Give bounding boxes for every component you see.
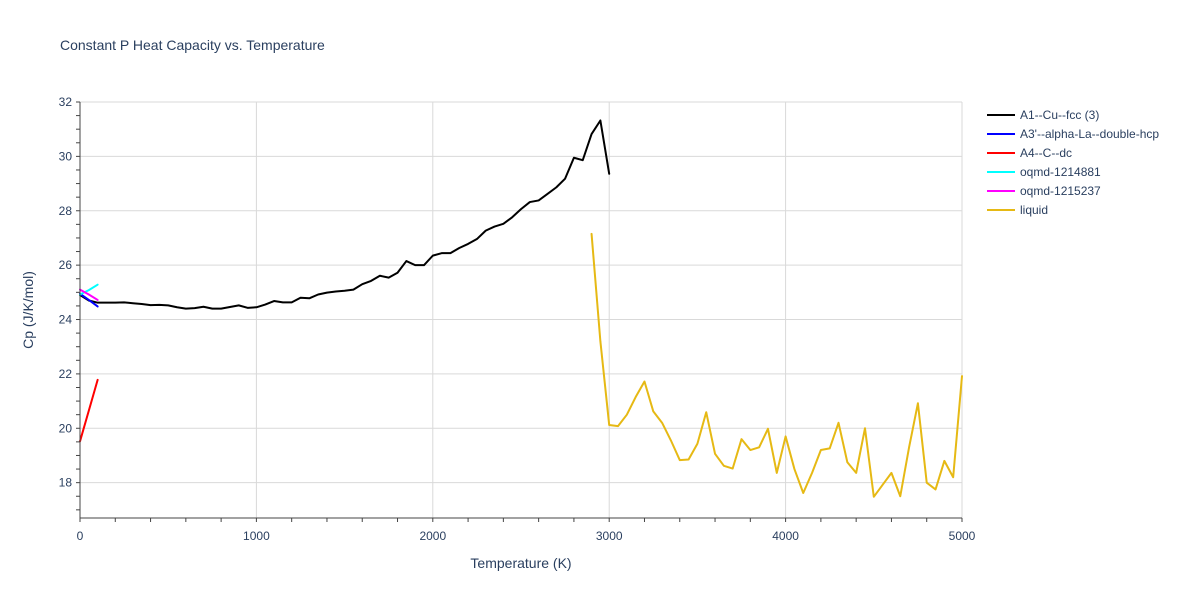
- series-line-1: [79, 292, 99, 308]
- x-tick-label: 4000: [772, 529, 799, 543]
- legend-label: A4--C--dc: [1020, 146, 1072, 160]
- legend: A1--Cu--fcc (3) A3'--alpha-La--double-hcp…: [987, 108, 1159, 217]
- series-line-0: [79, 119, 611, 310]
- y-tick-label: 30: [59, 149, 73, 163]
- y-axis-ticks: 18 20 22 24 26 28 30 32: [59, 95, 73, 490]
- x-tick-label: 0: [77, 529, 84, 543]
- legend-label: oqmd-1214881: [1020, 165, 1101, 179]
- x-axis-label: Temperature (K): [470, 555, 571, 571]
- y-axis-label: Cp (J/K/mol): [20, 271, 36, 349]
- legend-label: liquid: [1020, 203, 1048, 217]
- x-axis-ticks: 0 1000 2000 3000 4000 5000: [77, 529, 976, 543]
- legend-item[interactable]: oqmd-1215237: [987, 184, 1101, 198]
- legend-item[interactable]: oqmd-1214881: [987, 165, 1101, 179]
- y-tick-label: 24: [59, 313, 73, 327]
- plot-series: [79, 119, 963, 498]
- legend-item[interactable]: A1--Cu--fcc (3): [987, 108, 1099, 122]
- legend-label: oqmd-1215237: [1020, 184, 1101, 198]
- gridlines: [80, 101, 963, 518]
- series-line-2: [79, 378, 99, 443]
- axes: [76, 101, 963, 522]
- y-tick-label: 28: [59, 204, 73, 218]
- x-tick-label: 5000: [949, 529, 976, 543]
- legend-item[interactable]: liquid: [987, 203, 1048, 217]
- y-tick-label: 26: [59, 258, 73, 272]
- y-tick-label: 22: [59, 367, 73, 381]
- x-tick-label: 2000: [419, 529, 446, 543]
- legend-label: A1--Cu--fcc (3): [1020, 108, 1099, 122]
- chart-title: Constant P Heat Capacity vs. Temperature: [60, 37, 325, 53]
- legend-label: A3'--alpha-La--double-hcp: [1020, 127, 1159, 141]
- legend-item[interactable]: A3'--alpha-La--double-hcp: [987, 127, 1159, 141]
- y-tick-label: 20: [59, 421, 73, 435]
- y-tick-label: 32: [59, 95, 73, 109]
- series-line-3: [79, 283, 99, 296]
- series-line-4: [79, 288, 99, 301]
- x-tick-label: 3000: [596, 529, 623, 543]
- legend-item[interactable]: A4--C--dc: [987, 146, 1072, 160]
- y-tick-label: 18: [59, 476, 73, 490]
- series-line-5: [590, 232, 963, 498]
- x-tick-label: 1000: [243, 529, 270, 543]
